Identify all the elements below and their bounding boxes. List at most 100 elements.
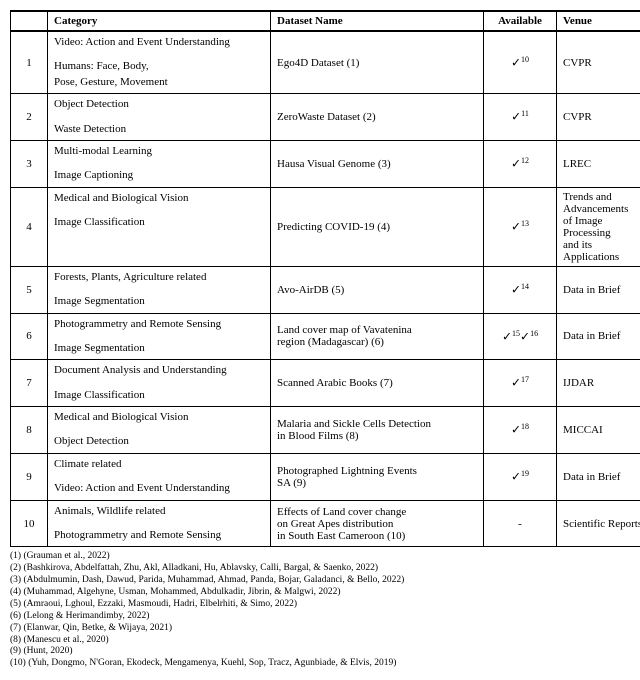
dataset-cell: Malaria and Sickle Cells Detection in Bl… (271, 407, 484, 454)
category-line: Medical and Biological Vision (54, 410, 264, 425)
row-number: 1 (11, 31, 48, 94)
table-row: 4 Medical and Biological Vision Image Cl… (11, 187, 640, 266)
dataset-line: Malaria and Sickle Cells Detection (277, 418, 477, 430)
category-line: Photogrammetry and Remote Sensing (54, 528, 264, 543)
dataset-cell: Hausa Visual Genome (3) (271, 140, 484, 187)
category-cell: Medical and Biological Vision Object Det… (48, 407, 271, 454)
reference-line: (7) (Elanwar, Qin, Betke, & Wijaya, 2021… (10, 623, 630, 635)
category-line: Photogrammetry and Remote Sensing (54, 317, 264, 332)
dataset-line: Effects of Land cover change (277, 506, 477, 518)
venue-cell: CVPR (557, 31, 640, 94)
row-number: 8 (11, 407, 48, 454)
venue-cell: Data in Brief (557, 453, 640, 500)
venue-cell: IJDAR (557, 360, 640, 407)
dataset-cell: Avo-AirDB (5) (271, 266, 484, 313)
superscript: 17 (521, 375, 529, 384)
category-cell: Medical and Biological Vision Image Clas… (48, 187, 271, 266)
row-number: 2 (11, 94, 48, 141)
header-dataset: Dataset Name (271, 11, 484, 31)
reference-line: (2) (Bashkirova, Abdelfattah, Zhu, Akl, … (10, 563, 630, 575)
available-cell: ✓18 (484, 407, 557, 454)
reference-line: (10) (Yuh, Dongmo, N'Goran, Ekodeck, Men… (10, 658, 630, 670)
venue-cell: Trends and Advancements of Image Process… (557, 187, 640, 266)
header-venue: Venue (557, 11, 640, 31)
table-row: 1 Video: Action and Event Understanding … (11, 31, 640, 94)
superscript: 16 (530, 329, 538, 338)
category-line: Image Classification (54, 215, 264, 230)
check-icon: ✓ (511, 470, 521, 484)
available-cell: - (484, 500, 557, 547)
available-cell: ✓15✓16 (484, 313, 557, 360)
row-number: 5 (11, 266, 48, 313)
venue-cell: CVPR (557, 94, 640, 141)
reference-line: (3) (Abdulmumin, Dash, Dawud, Parida, Mu… (10, 575, 630, 587)
dataset-cell: Land cover map of Vavatenina region (Mad… (271, 313, 484, 360)
table-row: 6 Photogrammetry and Remote Sensing Imag… (11, 313, 640, 360)
available-cell: ✓11 (484, 94, 557, 141)
available-cell: ✓10 (484, 31, 557, 94)
venue-line: and its (563, 239, 640, 251)
category-cell: Object Detection Waste Detection (48, 94, 271, 141)
row-number: 3 (11, 140, 48, 187)
available-cell: ✓13 (484, 187, 557, 266)
references-block: (1) (Grauman et al., 2022) (2) (Bashkiro… (10, 551, 630, 670)
superscript: 11 (521, 109, 529, 118)
check-icon: ✓ (520, 329, 530, 343)
row-number: 6 (11, 313, 48, 360)
available-cell: ✓12 (484, 140, 557, 187)
category-cell: Photogrammetry and Remote Sensing Image … (48, 313, 271, 360)
reference-line: (5) (Amraoui, Lghoul, Ezzaki, Masmoudi, … (10, 599, 630, 611)
category-line: Waste Detection (54, 122, 264, 137)
row-number: 4 (11, 187, 48, 266)
check-icon: ✓ (511, 110, 521, 124)
category-line: Forests, Plants, Agriculture related (54, 270, 264, 285)
venue-cell: LREC (557, 140, 640, 187)
table-row: 5 Forests, Plants, Agriculture related I… (11, 266, 640, 313)
category-cell: Climate related Video: Action and Event … (48, 453, 271, 500)
reference-line: (4) (Muhammad, Algehyne, Usman, Mohammed… (10, 587, 630, 599)
table-row: 3 Multi-modal Learning Image Captioning … (11, 140, 640, 187)
dataset-table: Category Dataset Name Available Venue 1 … (10, 10, 640, 547)
venue-line: Advancements (563, 203, 640, 215)
check-icon: ✓ (502, 329, 512, 343)
superscript: 12 (521, 156, 529, 165)
dataset-line: Land cover map of Vavatenina (277, 324, 477, 336)
dataset-cell: ZeroWaste Dataset (2) (271, 94, 484, 141)
venue-line: Processing (563, 227, 640, 239)
category-line: Document Analysis and Understanding (54, 363, 264, 378)
category-line: Humans: Face, Body, (54, 59, 264, 74)
venue-cell: Data in Brief (557, 313, 640, 360)
table-row: 7 Document Analysis and Understanding Im… (11, 360, 640, 407)
venue-line: Trends and (563, 191, 640, 203)
check-icon: ✓ (511, 282, 521, 296)
category-cell: Forests, Plants, Agriculture related Ima… (48, 266, 271, 313)
superscript: 10 (521, 55, 529, 64)
venue-cell: Scientific Reports (557, 500, 640, 547)
category-line: Animals, Wildlife related (54, 504, 264, 519)
dataset-line: region (Madagascar) (6) (277, 336, 477, 348)
dataset-cell: Photographed Lightning Events SA (9) (271, 453, 484, 500)
row-number: 10 (11, 500, 48, 547)
category-line: Multi-modal Learning (54, 144, 264, 159)
category-line: Video: Action and Event Understanding (54, 35, 264, 50)
check-icon: ✓ (511, 423, 521, 437)
reference-line: (8) (Manescu et al., 2020) (10, 635, 630, 647)
venue-cell: MICCAI (557, 407, 640, 454)
header-blank (11, 11, 48, 31)
category-cell: Video: Action and Event Understanding Hu… (48, 31, 271, 94)
dataset-cell: Scanned Arabic Books (7) (271, 360, 484, 407)
dataset-line: in Blood Films (8) (277, 430, 477, 442)
superscript: 18 (521, 422, 529, 431)
category-line: Video: Action and Event Understanding (54, 481, 264, 496)
category-line: Medical and Biological Vision (54, 191, 264, 206)
category-line: Image Segmentation (54, 294, 264, 309)
dataset-cell: Effects of Land cover change on Great Ap… (271, 500, 484, 547)
category-line: Image Captioning (54, 168, 264, 183)
category-cell: Multi-modal Learning Image Captioning (48, 140, 271, 187)
superscript: 14 (521, 282, 529, 291)
table-row: 10 Animals, Wildlife related Photogramme… (11, 500, 640, 547)
check-icon: ✓ (511, 157, 521, 171)
table-row: 8 Medical and Biological Vision Object D… (11, 407, 640, 454)
category-cell: Document Analysis and Understanding Imag… (48, 360, 271, 407)
category-cell: Animals, Wildlife related Photogrammetry… (48, 500, 271, 547)
